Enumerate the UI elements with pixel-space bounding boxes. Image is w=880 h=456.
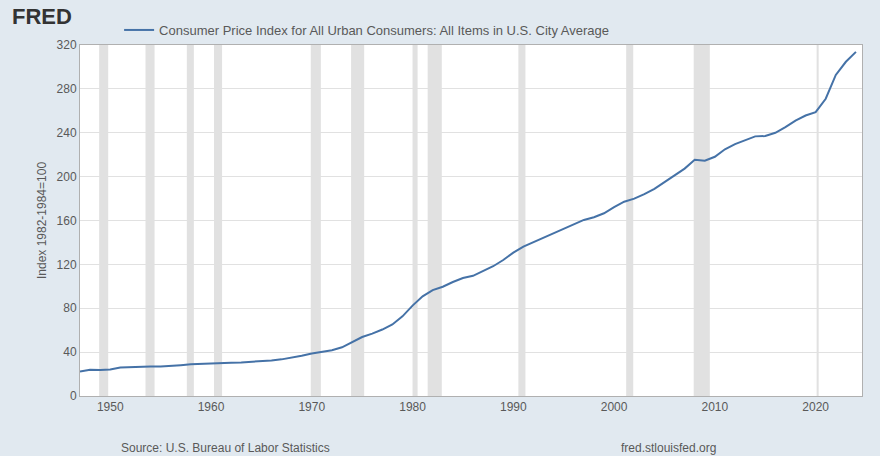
svg-text:1950: 1950: [97, 400, 124, 414]
svg-text:2000: 2000: [601, 400, 628, 414]
svg-text:240: 240: [57, 126, 77, 140]
svg-text:120: 120: [57, 258, 77, 272]
svg-text:2010: 2010: [702, 400, 729, 414]
svg-text:Index 1982-1984=100: Index 1982-1984=100: [35, 162, 49, 279]
svg-text:160: 160: [57, 214, 77, 228]
svg-text:1960: 1960: [198, 400, 225, 414]
svg-text:40: 40: [63, 345, 77, 359]
svg-text:320: 320: [57, 38, 77, 52]
svg-text:280: 280: [57, 82, 77, 96]
svg-text:Source: U.S. Bureau of Labor S: Source: U.S. Bureau of Labor Statistics: [121, 441, 330, 455]
svg-text:1980: 1980: [399, 400, 426, 414]
svg-text:FRED: FRED: [12, 4, 72, 29]
svg-text:fred.stlouisfed.org: fred.stlouisfed.org: [621, 441, 716, 455]
svg-text:1970: 1970: [298, 400, 325, 414]
svg-text:Consumer Price Index for All U: Consumer Price Index for All Urban Consu…: [159, 23, 609, 38]
svg-text:1990: 1990: [500, 400, 527, 414]
svg-text:80: 80: [63, 301, 77, 315]
svg-text:2020: 2020: [802, 400, 829, 414]
svg-text:0: 0: [70, 389, 77, 403]
svg-text:200: 200: [57, 170, 77, 184]
